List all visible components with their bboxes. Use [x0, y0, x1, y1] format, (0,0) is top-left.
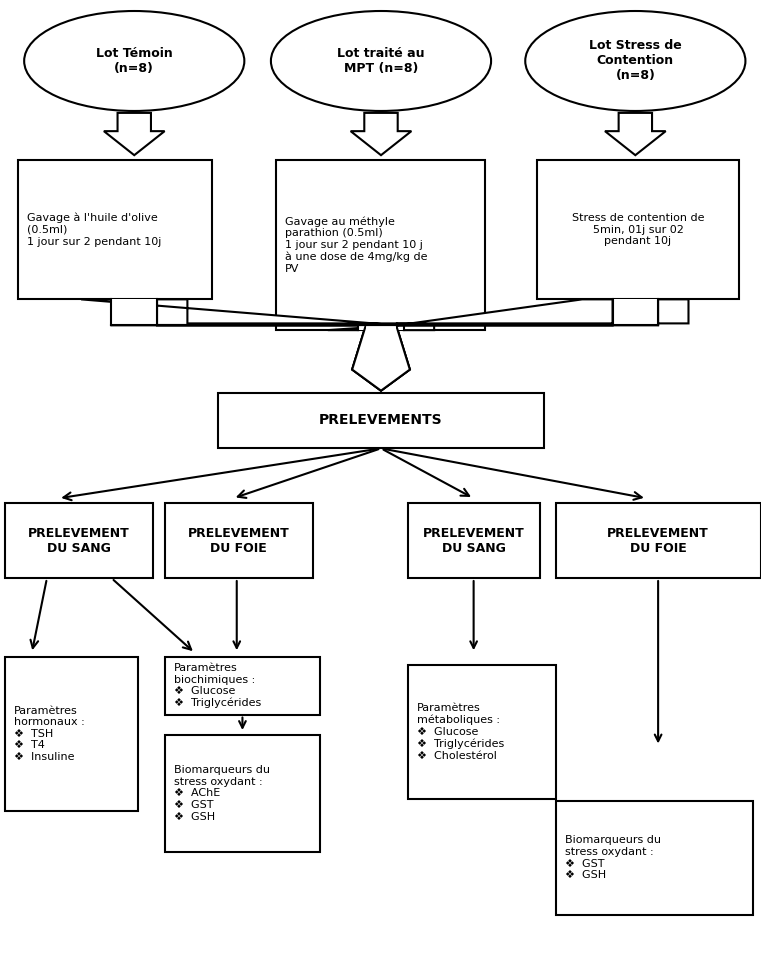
Text: Paramètres
hormonaux :
❖  TSH
❖  T4
❖  Insuline: Paramètres hormonaux : ❖ TSH ❖ T4 ❖ Insu…: [14, 706, 85, 762]
Polygon shape: [81, 300, 410, 390]
Polygon shape: [104, 113, 165, 155]
Text: Biomarqueurs du
stress oxydant :
❖  GST
❖  GSH: Biomarqueurs du stress oxydant : ❖ GST ❖…: [565, 836, 661, 880]
Text: PRELEVEMENTS: PRELEVEMENTS: [319, 414, 443, 427]
Text: Lot Stress de
Contention
(n=8): Lot Stress de Contention (n=8): [589, 40, 682, 83]
Polygon shape: [111, 300, 396, 364]
Text: PRELEVEMENT
DU FOIE: PRELEVEMENT DU FOIE: [607, 526, 709, 554]
Polygon shape: [328, 323, 434, 390]
Polygon shape: [605, 113, 666, 155]
Polygon shape: [358, 325, 404, 364]
Text: Paramètres
métaboliques :
❖  Glucose
❖  Triglycérides
❖  Cholestérol: Paramètres métaboliques : ❖ Glucose ❖ Tr…: [417, 703, 504, 761]
Text: Lot Témoin
(n=8): Lot Témoin (n=8): [96, 47, 173, 75]
Polygon shape: [366, 300, 658, 364]
Text: Gavage au méthyle
parathion (0.5ml)
1 jour sur 2 pendant 10 j
à une dose de 4mg/: Gavage au méthyle parathion (0.5ml) 1 jo…: [285, 216, 427, 274]
Text: Stress de contention de
5min, 01j sur 02
pendant 10j: Stress de contention de 5min, 01j sur 02…: [572, 213, 704, 246]
Polygon shape: [351, 113, 411, 155]
Text: Lot traité au
MPT (n=8): Lot traité au MPT (n=8): [338, 47, 424, 75]
Polygon shape: [352, 300, 689, 390]
Text: Paramètres
biochimiques :
❖  Glucose
❖  Triglycérides: Paramètres biochimiques : ❖ Glucose ❖ Tr…: [174, 663, 261, 709]
Text: Biomarqueurs du
stress oxydant :
❖  AChE
❖  GST
❖  GSH: Biomarqueurs du stress oxydant : ❖ AChE …: [174, 765, 270, 821]
Text: PRELEVEMENT
DU FOIE: PRELEVEMENT DU FOIE: [187, 526, 290, 554]
Text: PRELEVEMENT
DU SANG: PRELEVEMENT DU SANG: [28, 526, 130, 554]
Text: Gavage à l'huile d'olive
(0.5ml)
1 jour sur 2 pendant 10j: Gavage à l'huile d'olive (0.5ml) 1 jour …: [27, 213, 162, 247]
Text: PRELEVEMENT
DU SANG: PRELEVEMENT DU SANG: [423, 526, 525, 554]
